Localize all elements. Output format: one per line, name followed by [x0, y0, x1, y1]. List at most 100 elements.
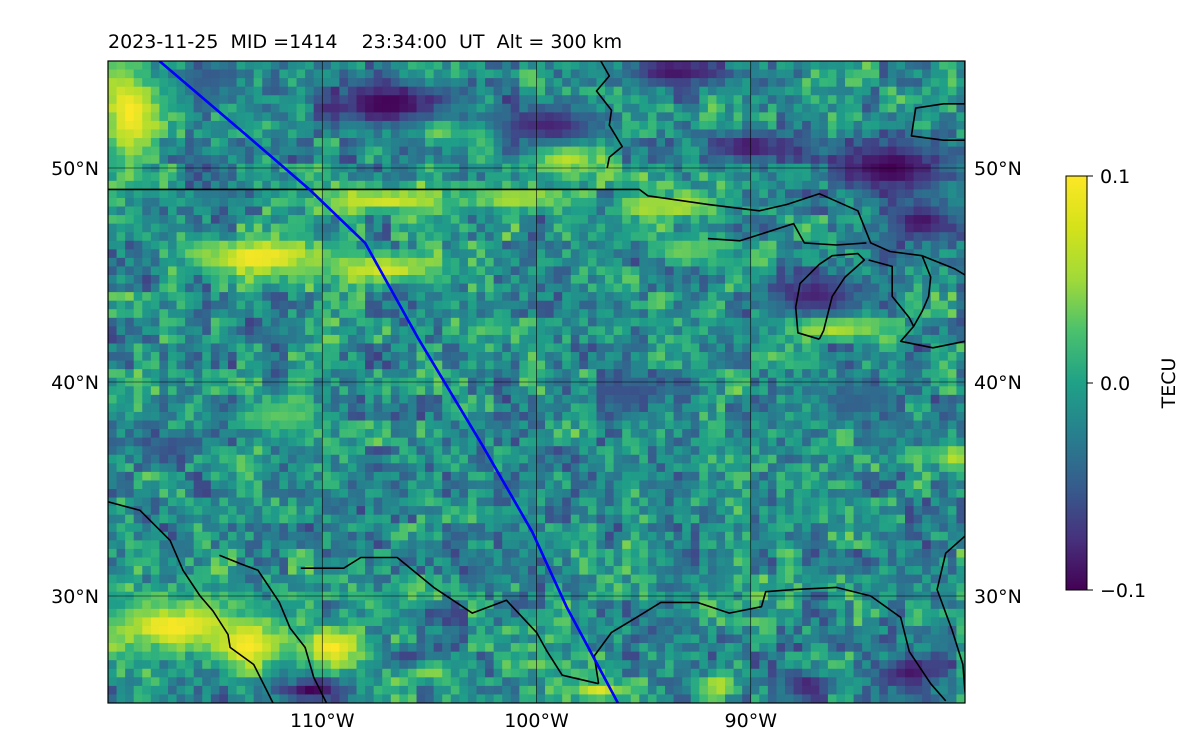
- heatmap-cell: [459, 61, 469, 71]
- heatmap-cell: [545, 685, 555, 696]
- heatmap-cell: [399, 429, 409, 439]
- heatmap-cell: [330, 95, 340, 105]
- heatmap-cell: [270, 514, 280, 524]
- heatmap-cell: [305, 95, 315, 105]
- heatmap-cell: [510, 206, 520, 216]
- heatmap-cell: [373, 61, 383, 71]
- heatmap-cell: [296, 480, 306, 490]
- heatmap-cell: [108, 240, 118, 250]
- heatmap-cell: [656, 172, 666, 182]
- heatmap-cell: [665, 651, 675, 661]
- heatmap-cell: [570, 189, 580, 199]
- heatmap-cell: [167, 643, 178, 653]
- heatmap-cell: [536, 454, 546, 464]
- heatmap-cell: [245, 352, 255, 362]
- heatmap-cell: [185, 514, 195, 524]
- heatmap-cell: [433, 215, 443, 225]
- heatmap-cell: [442, 138, 452, 148]
- heatmap-cell: [442, 61, 452, 71]
- heatmap-cell: [270, 206, 280, 216]
- heatmap-cell: [425, 608, 435, 618]
- heatmap-cell: [150, 69, 161, 79]
- heatmap-cell: [450, 625, 460, 636]
- heatmap-cell: [270, 369, 280, 379]
- heatmap-cell: [425, 86, 435, 96]
- heatmap-cell: [150, 343, 161, 353]
- heatmap-cell: [605, 309, 615, 319]
- heatmap-cell: [673, 369, 683, 379]
- heatmap-cell: [322, 138, 332, 148]
- heatmap-cell: [176, 334, 186, 345]
- heatmap-cell: [433, 138, 443, 148]
- heatmap-cell: [493, 197, 503, 208]
- heatmap-cell: [322, 471, 332, 482]
- heatmap-cell: [665, 617, 675, 627]
- heatmap-cell: [562, 343, 572, 353]
- heatmap-cell: [108, 215, 118, 225]
- heatmap-cell: [510, 677, 520, 687]
- heatmap-cell: [262, 651, 272, 661]
- heatmap-cell: [108, 360, 118, 370]
- heatmap-cell: [442, 309, 452, 319]
- heatmap-cell: [279, 694, 289, 703]
- heatmap-cell: [442, 95, 452, 105]
- heatmap-cell: [330, 514, 340, 524]
- heatmap-cell: [656, 78, 666, 88]
- heatmap-cell: [399, 95, 409, 105]
- heatmap-cell: [425, 240, 435, 250]
- heatmap-cell: [613, 206, 623, 216]
- heatmap-cell: [407, 103, 418, 113]
- heatmap-cell: [519, 249, 529, 259]
- heatmap-cell: [562, 69, 572, 79]
- heatmap-cell: [347, 420, 358, 430]
- heatmap-cell: [185, 523, 195, 533]
- heatmap-cell: [407, 643, 418, 653]
- heatmap-cell: [579, 471, 589, 482]
- heatmap-cell: [150, 300, 161, 310]
- heatmap-cell: [502, 223, 512, 233]
- heatmap-cell: [390, 360, 400, 370]
- heatmap-cell: [425, 249, 435, 259]
- heatmap-cell: [133, 275, 143, 285]
- heatmap-cell: [416, 334, 426, 345]
- heatmap-cell: [647, 352, 658, 362]
- heatmap-cell: [407, 206, 418, 216]
- heatmap-cell: [562, 608, 572, 618]
- heatmap-cell: [287, 608, 298, 618]
- heatmap-cell: [356, 283, 366, 293]
- heatmap-cell: [433, 583, 443, 593]
- heatmap-cell: [287, 420, 298, 430]
- heatmap-cell: [150, 240, 161, 250]
- heatmap-cell: [270, 548, 280, 559]
- heatmap-cell: [605, 172, 615, 182]
- heatmap-cell: [399, 660, 409, 670]
- heatmap-cell: [142, 480, 152, 490]
- heatmap-cell: [407, 120, 418, 131]
- heatmap-cell: [605, 326, 615, 336]
- heatmap-cell: [150, 215, 161, 225]
- heatmap-cell: [313, 215, 323, 225]
- heatmap-cell: [450, 617, 460, 627]
- heatmap-cell: [279, 266, 289, 276]
- heatmap-cell: [159, 420, 169, 430]
- heatmap-cell: [450, 275, 460, 285]
- heatmap-cell: [579, 266, 589, 276]
- heatmap-cell: [279, 506, 289, 516]
- heatmap-cell: [647, 103, 658, 113]
- heatmap-cell: [347, 146, 358, 156]
- heatmap-cell: [536, 343, 546, 353]
- heatmap-cell: [613, 386, 623, 396]
- heatmap-cell: [305, 266, 315, 276]
- heatmap-cell: [493, 403, 503, 413]
- heatmap-cell: [647, 343, 658, 353]
- heatmap-cell: [116, 215, 126, 225]
- heatmap-cell: [236, 446, 246, 456]
- heatmap-cell: [159, 189, 169, 199]
- heatmap-cell: [305, 625, 315, 636]
- heatmap-cell: [596, 694, 606, 703]
- heatmap-cell: [330, 86, 340, 96]
- heatmap-cell: [322, 685, 332, 696]
- heatmap-cell: [425, 497, 435, 507]
- heatmap-cell: [673, 138, 683, 148]
- heatmap-cell: [442, 394, 452, 404]
